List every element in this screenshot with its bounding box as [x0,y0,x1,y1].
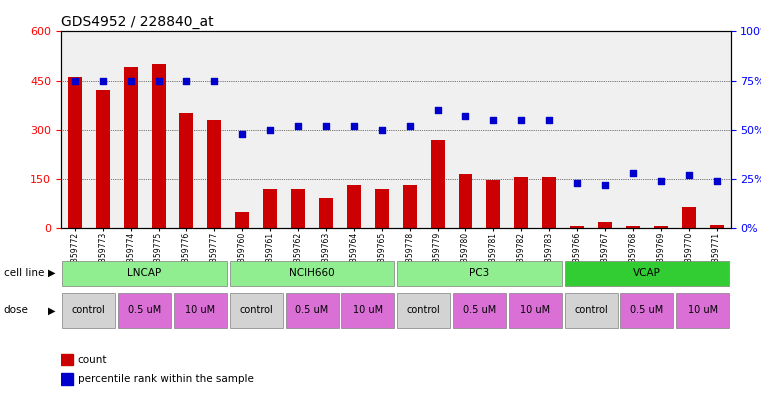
Text: NCIH660: NCIH660 [289,268,335,278]
Point [348,123,360,129]
Text: 0.5 uM: 0.5 uM [128,305,161,316]
Text: ▶: ▶ [48,305,56,316]
Bar [709,225,724,228]
Point [515,117,527,123]
Bar [207,120,221,228]
Point [543,117,556,123]
Text: 0.5 uM: 0.5 uM [630,305,664,316]
FancyBboxPatch shape [508,293,562,328]
Bar [682,207,696,228]
FancyBboxPatch shape [676,293,729,328]
Bar [542,177,556,228]
Text: VCAP: VCAP [633,268,661,278]
Text: percentile rank within the sample: percentile rank within the sample [78,374,253,384]
FancyBboxPatch shape [453,293,506,328]
FancyBboxPatch shape [285,293,339,328]
Text: 10 uM: 10 uM [353,305,383,316]
Point [292,123,304,129]
Text: 10 uM: 10 uM [688,305,718,316]
FancyBboxPatch shape [565,293,617,328]
Point [180,77,193,84]
Point [431,107,444,113]
FancyBboxPatch shape [565,261,729,285]
FancyBboxPatch shape [118,293,171,328]
Point [68,77,81,84]
Text: control: control [574,305,608,316]
Bar [123,68,138,228]
Point [97,77,109,84]
Text: 0.5 uM: 0.5 uM [463,305,496,316]
Bar [61,373,73,385]
Text: 10 uM: 10 uM [521,305,550,316]
Bar [235,211,249,228]
Point [627,170,639,176]
Text: LNCAP: LNCAP [127,268,162,278]
Point [264,127,276,133]
Bar [96,90,110,228]
Text: ▶: ▶ [48,268,56,278]
Text: control: control [72,305,106,316]
Text: GDS4952 / 228840_at: GDS4952 / 228840_at [61,15,214,29]
Bar [68,77,82,228]
Bar [486,180,500,228]
Point [403,123,416,129]
Point [599,182,611,188]
Point [125,77,137,84]
Point [152,77,164,84]
FancyBboxPatch shape [174,293,227,328]
FancyBboxPatch shape [62,293,116,328]
Bar [263,189,277,228]
Point [654,178,667,184]
Bar [61,354,73,365]
Bar [180,113,193,228]
Bar [347,185,361,228]
Text: 0.5 uM: 0.5 uM [295,305,329,316]
Bar [403,185,416,228]
Bar [319,198,333,228]
FancyBboxPatch shape [341,293,394,328]
FancyBboxPatch shape [230,293,282,328]
Text: 10 uM: 10 uM [186,305,215,316]
FancyBboxPatch shape [397,293,450,328]
Point [571,180,583,186]
Point [376,127,388,133]
Text: dose: dose [4,305,29,316]
Point [320,123,332,129]
Point [209,77,221,84]
Bar [570,226,584,228]
Bar [458,174,473,228]
Bar [598,222,612,228]
Bar [626,226,640,228]
Bar [374,189,389,228]
Point [711,178,723,184]
Text: count: count [78,354,107,365]
FancyBboxPatch shape [62,261,227,285]
Text: control: control [406,305,441,316]
Text: PC3: PC3 [470,268,489,278]
FancyBboxPatch shape [230,261,394,285]
FancyBboxPatch shape [397,261,562,285]
Point [460,113,472,119]
Bar [151,64,165,228]
FancyBboxPatch shape [620,293,673,328]
Text: control: control [239,305,273,316]
Bar [291,189,305,228]
Point [487,117,499,123]
Point [236,130,248,137]
Text: cell line: cell line [4,268,44,278]
Bar [431,140,444,228]
Bar [514,177,528,228]
Bar [654,226,668,228]
Point [683,172,695,178]
